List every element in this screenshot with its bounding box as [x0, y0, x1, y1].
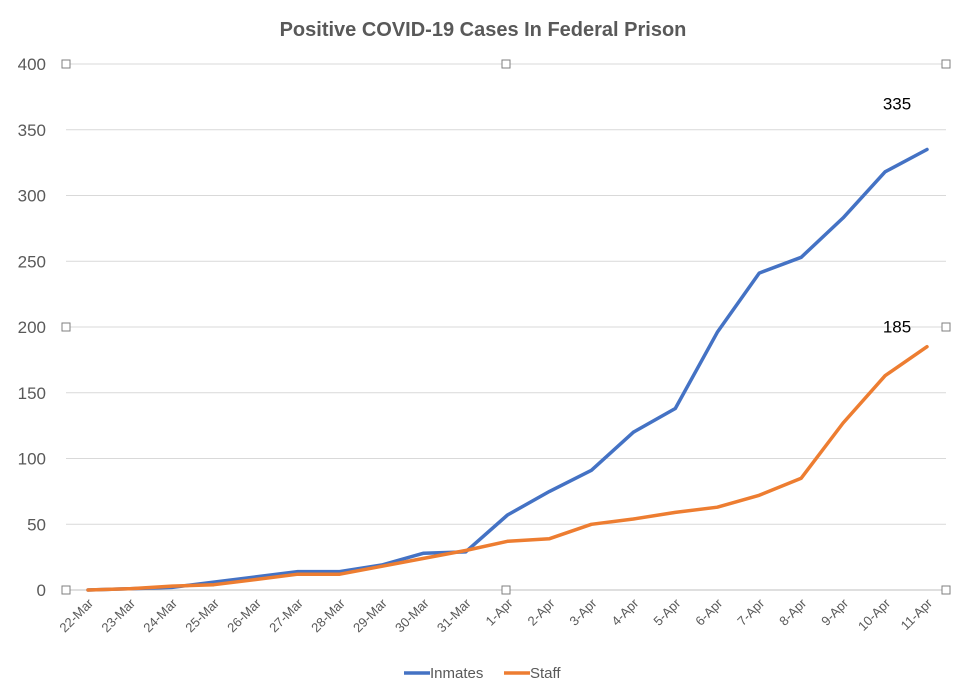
- legend-label-inmates: Inmates: [430, 665, 483, 682]
- x-tick-label: 2-Apr: [524, 595, 558, 629]
- y-tick-label: 200: [18, 318, 46, 337]
- resize-handle[interactable]: [941, 59, 951, 69]
- x-tick-label: 27-Mar: [266, 595, 306, 635]
- x-tick-label: 9-Apr: [818, 595, 852, 629]
- x-tick-label: 11-Apr: [898, 595, 936, 633]
- series-line-staff: [86, 344, 929, 592]
- data-label-inmates: 335: [883, 94, 911, 113]
- series-line-inmates: [86, 147, 929, 592]
- y-tick-label: 50: [27, 515, 46, 534]
- x-tick-label: 22-Mar: [56, 595, 96, 635]
- x-tick-label: 25-Mar: [182, 595, 222, 635]
- resize-handle[interactable]: [61, 59, 71, 69]
- y-tick-label: 350: [18, 121, 46, 140]
- y-tick-label: 150: [18, 384, 46, 403]
- x-tick-label: 6-Apr: [692, 595, 726, 629]
- y-tick-label: 100: [18, 450, 46, 469]
- x-tick-label: 26-Mar: [224, 595, 264, 635]
- resize-handle[interactable]: [501, 585, 511, 595]
- resize-handle[interactable]: [61, 322, 71, 332]
- x-tick-label: 10-Apr: [855, 595, 894, 634]
- x-tick-label: 31-Mar: [434, 595, 474, 635]
- x-tick-label: 5-Apr: [650, 595, 684, 629]
- resize-handle[interactable]: [941, 322, 951, 332]
- data-label-staff: 185: [883, 318, 911, 337]
- y-tick-label: 0: [37, 581, 46, 600]
- legend: Inmates Staff: [404, 665, 561, 682]
- x-tick-label: 8-Apr: [776, 595, 810, 629]
- x-tick-label: 28-Mar: [308, 595, 348, 635]
- x-tick-label: 29-Mar: [350, 595, 390, 635]
- chart-title: Positive COVID-19 Cases In Federal Priso…: [280, 19, 687, 41]
- resize-handle[interactable]: [61, 585, 71, 595]
- x-tick-label: 24-Mar: [140, 595, 180, 635]
- gridlines: [66, 63, 946, 591]
- x-tick-label: 4-Apr: [608, 595, 642, 629]
- y-axis-ticks: 0 50 100 150 200 250 300 350 400: [18, 55, 46, 600]
- x-tick-label: 7-Apr: [734, 595, 768, 629]
- selection-handles[interactable]: [61, 59, 951, 595]
- y-tick-label: 400: [18, 55, 46, 74]
- x-tick-label: 30-Mar: [392, 595, 432, 635]
- x-tick-label: 23-Mar: [98, 595, 138, 635]
- resize-handle[interactable]: [501, 59, 511, 69]
- data-labels: 335 185: [883, 94, 911, 336]
- series-lines: [86, 147, 929, 592]
- x-tick-label: 3-Apr: [566, 595, 600, 629]
- y-tick-label: 250: [18, 252, 46, 271]
- legend-label-staff: Staff: [530, 665, 561, 682]
- y-tick-label: 300: [18, 187, 46, 206]
- x-axis-ticks: 22-Mar 23-Mar 24-Mar 25-Mar 26-Mar 27-Mar 28-M…: [56, 595, 935, 635]
- x-tick-label: 1-Apr: [483, 595, 517, 629]
- resize-handle[interactable]: [941, 585, 951, 595]
